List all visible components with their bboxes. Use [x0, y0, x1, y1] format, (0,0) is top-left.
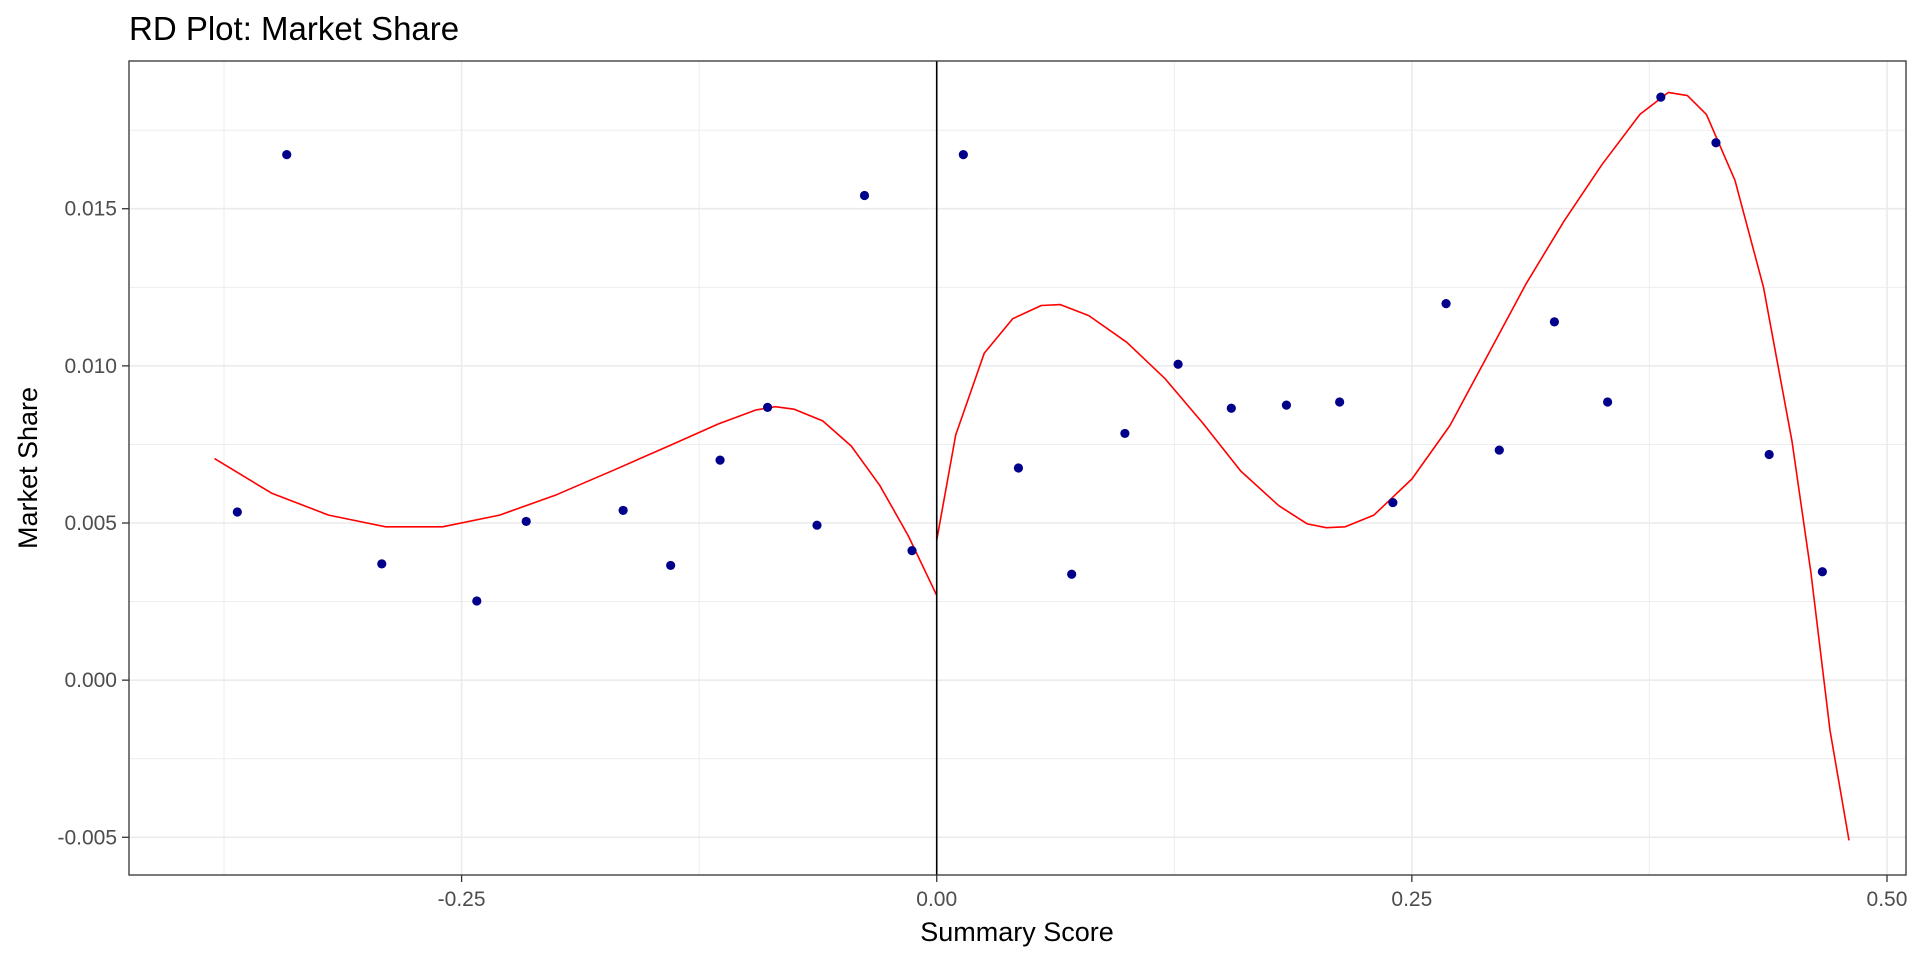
data-point [1656, 92, 1666, 102]
data-point [1281, 400, 1292, 410]
data-point [666, 560, 676, 571]
data-point [1817, 567, 1827, 577]
y-tick-label: -0.005 [57, 826, 117, 849]
data-point [859, 190, 870, 201]
data-point [1441, 299, 1451, 309]
fit-lines [214, 91, 1850, 841]
data-point [232, 507, 242, 517]
data-point [1494, 445, 1504, 455]
y-tick-label: 0.000 [64, 669, 117, 692]
y-tick-label: 0.015 [64, 198, 117, 221]
y-tick-label: 0.005 [64, 512, 117, 535]
fit-line-right [935, 91, 1850, 841]
minor-gridlines [129, 61, 1906, 875]
data-point [1388, 497, 1398, 508]
data-point [907, 546, 917, 556]
data-point [1120, 428, 1130, 439]
data-point [762, 402, 773, 412]
data-point [1013, 463, 1024, 473]
x-tick-label: 0.50 [1867, 888, 1908, 911]
data-points [232, 92, 1827, 606]
data-point [1067, 569, 1077, 579]
chart-title: RD Plot: Market Share [129, 10, 459, 47]
y-axis-title: Market Share [13, 387, 43, 549]
data-point [958, 150, 968, 160]
y-tick-label: 0.010 [64, 355, 117, 378]
x-tick-label: 0.25 [1391, 888, 1432, 911]
data-point [1173, 359, 1183, 369]
x-axis-ticks: -0.25 0.00 0.25 0.50 [438, 875, 1908, 911]
data-point [618, 505, 628, 516]
data-point [715, 455, 725, 465]
data-point [377, 559, 387, 569]
x-axis-title: Summary Score [920, 917, 1114, 947]
data-point [1335, 397, 1345, 407]
data-point [1711, 138, 1721, 148]
data-point [521, 516, 531, 527]
data-point [1764, 449, 1774, 460]
data-point [282, 150, 292, 160]
data-point [472, 596, 482, 606]
y-axis-ticks: -0.005 0.000 0.005 0.010 0.015 [57, 198, 129, 849]
x-tick-label: 0.00 [916, 888, 957, 911]
data-point [1603, 397, 1613, 407]
data-point [1226, 403, 1236, 413]
plot-border [128, 60, 1907, 876]
x-tick-label: -0.25 [438, 888, 486, 911]
data-point [1549, 317, 1560, 327]
data-point [812, 520, 822, 530]
fit-line-left [214, 405, 938, 596]
